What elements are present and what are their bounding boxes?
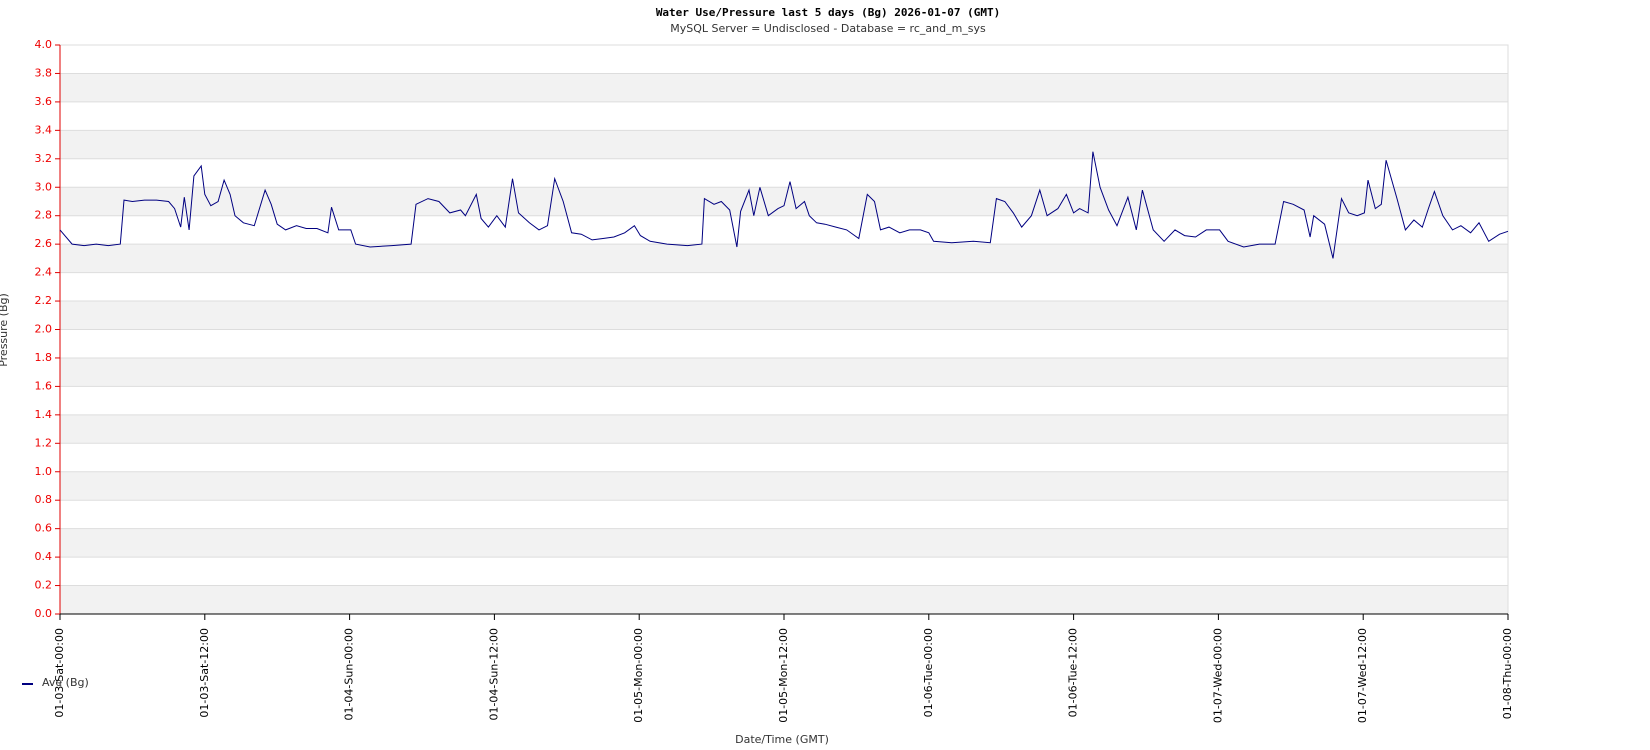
plot-band [60,386,1508,415]
x-tick-label: 01-03-Sat-12:00 [198,628,211,718]
y-tick-label: 0.8 [35,493,53,506]
y-tick-label: 2.6 [35,237,53,250]
plot-band [60,45,1508,74]
x-tick-label: 01-06-Tue-12:00 [1067,628,1080,717]
plot-band [60,443,1508,472]
legend-label: Ave (Bg) [42,676,89,689]
y-tick-label: 1.6 [35,379,53,392]
plot-band [60,357,1508,387]
plot-band [60,557,1508,586]
y-tick-label: 0.0 [35,607,53,620]
plot-band [60,73,1508,102]
y-tick-label: 0.6 [35,522,53,535]
plot-band [60,272,1508,302]
x-tick-label: 01-04-Sun-12:00 [487,628,500,721]
x-tick-label: 01-06-Tue-00:00 [922,628,935,717]
plot-band [60,471,1508,501]
x-tick-label: 01-07-Wed-12:00 [1356,628,1369,723]
y-tick-label: 2.8 [35,209,53,222]
x-tick-label: 01-03-Sat-00:00 [53,628,66,718]
y-tick-label: 1.0 [35,465,53,478]
x-tick-label: 01-05-Mon-12:00 [777,628,790,723]
x-tick-label: 01-05-Mon-00:00 [632,628,645,723]
plot-band [60,130,1508,159]
x-axis-label: Date/Time (GMT) [735,733,829,746]
x-tick-label: 01-08-Thu-00:00 [1501,628,1514,719]
x-tick-label: 01-07-Wed-00:00 [1211,628,1224,723]
plot-band [60,414,1508,444]
plot-band [60,215,1508,245]
y-tick-label: 2.2 [35,294,53,307]
y-tick-label: 3.4 [35,123,53,136]
y-tick-label: 3.2 [35,152,53,165]
x-tick-label: 01-04-Sun-00:00 [343,628,356,721]
chart-subtitle: MySQL Server = Undisclosed - Database = … [670,22,986,35]
y-axis-label: Pressure (Bg) [0,293,10,367]
y-tick-label: 3.8 [35,66,53,79]
plot-band [60,585,1508,614]
y-tick-label: 3.0 [35,180,53,193]
plot-band [60,158,1508,188]
plot-band [60,244,1508,273]
plot-band [60,101,1508,131]
data-line [59,151,1509,259]
y-tick-label: 0.2 [35,579,53,592]
y-tick-label: 2.4 [35,266,53,279]
y-tick-label: 3.6 [35,95,53,108]
y-tick-label: 2.0 [35,323,53,336]
y-tick-label: 1.4 [35,408,53,421]
y-tick-label: 1.2 [35,436,53,449]
plot-band [60,187,1508,216]
plot-band [60,528,1508,558]
chart-title: Water Use/Pressure last 5 days (Bg) 2026… [656,6,1000,19]
plot-band [60,301,1508,330]
y-tick-label: 0.4 [35,550,53,563]
plot-band [60,329,1508,358]
y-tick-label: 1.8 [35,351,53,364]
y-tick-label: 4.0 [35,38,53,51]
plot-band [60,500,1508,529]
